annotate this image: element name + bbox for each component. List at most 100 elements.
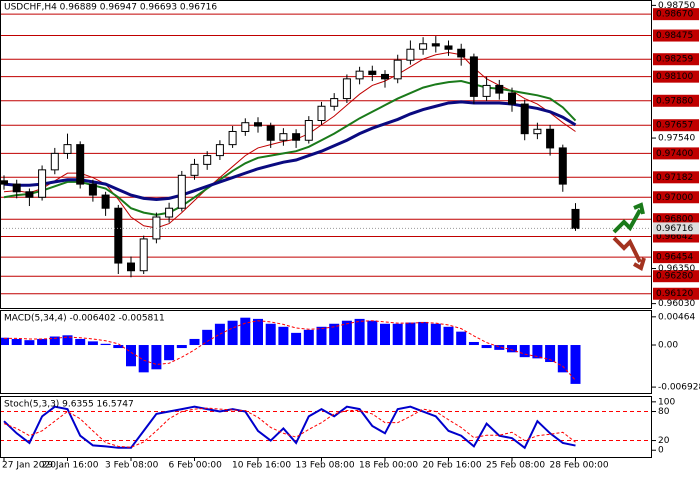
macd-panel xyxy=(0,310,652,394)
x-tick-label: 28 Feb 00:00 xyxy=(550,461,609,471)
level-label: 0.97880 xyxy=(656,96,693,106)
level-box xyxy=(653,147,699,160)
histogram-bar xyxy=(392,323,403,346)
histogram-bar xyxy=(227,320,238,346)
level-box xyxy=(653,171,699,184)
level-label: 0.98475 xyxy=(656,31,693,41)
histogram-bar xyxy=(202,329,213,346)
histogram-bar xyxy=(240,317,251,346)
level-box xyxy=(653,8,699,21)
candle-body xyxy=(508,92,516,105)
y-tick-label: 100 xyxy=(658,397,675,407)
signal-line xyxy=(3,407,576,448)
histogram-bar xyxy=(519,345,530,358)
candle-body xyxy=(571,208,580,229)
stoch-panel xyxy=(0,396,652,458)
histogram-bar xyxy=(253,318,263,346)
level-label: 0.96454 xyxy=(656,253,693,263)
moving-average xyxy=(3,80,577,216)
x-tick-label: 27 Jan 2020 xyxy=(2,461,56,471)
candle-body xyxy=(190,163,199,176)
level-box xyxy=(653,70,699,83)
histogram-bar xyxy=(24,340,35,346)
histogram-bar xyxy=(316,326,327,346)
histogram-bar xyxy=(291,332,302,346)
y-tick-label: 0.97540 xyxy=(658,134,695,144)
level-label: 0.97000 xyxy=(656,193,693,203)
current-price-box xyxy=(653,222,699,235)
y-tick-label: 20 xyxy=(658,436,670,446)
histogram-bar xyxy=(189,338,200,346)
candle-body xyxy=(76,144,85,185)
histogram-bar xyxy=(494,345,505,350)
level-label: 0.97657 xyxy=(656,121,693,131)
current-price-label: 0.96716 xyxy=(656,224,693,234)
level-label: 0.96120 xyxy=(656,289,693,299)
candle-body xyxy=(177,174,186,209)
histogram-bar xyxy=(126,345,136,367)
histogram-bar xyxy=(380,323,390,346)
level-box xyxy=(653,119,699,132)
y-tick-label: -0.006928 xyxy=(658,383,700,393)
candle-body xyxy=(292,133,301,141)
histogram-bar xyxy=(151,345,162,370)
histogram-bar xyxy=(481,345,492,349)
histogram-bar xyxy=(113,345,124,349)
macd-title: MACD(5,34,4) -0.006402 -0.005811 xyxy=(4,314,165,324)
level-box xyxy=(653,53,699,66)
histogram-bar xyxy=(176,345,187,349)
candle-body xyxy=(101,194,110,209)
histogram-bar xyxy=(0,337,9,346)
level-label: 0.98100 xyxy=(656,72,693,82)
candle-body xyxy=(368,70,377,75)
candle-body xyxy=(520,103,529,135)
x-tick-label: 25 Feb 08:00 xyxy=(486,461,545,471)
histogram-bar xyxy=(405,322,416,346)
stoch-title: Stoch(5,3,3) 9.6355 16.5747 xyxy=(4,400,134,410)
histogram-bar xyxy=(87,341,98,346)
candle-body xyxy=(114,207,123,264)
level-box xyxy=(653,213,699,226)
candle-body xyxy=(558,147,567,185)
level-box xyxy=(653,191,699,204)
histogram-bar xyxy=(265,323,276,346)
level-label: 0.97400 xyxy=(656,149,693,159)
candle-body xyxy=(63,144,72,154)
histogram-bar xyxy=(303,329,314,346)
candle-body xyxy=(406,48,415,61)
histogram-bar xyxy=(278,326,289,346)
candle-body xyxy=(330,98,339,107)
chart-title: USDCHF,H4 0.96889 0.96947 0.96693 0.9671… xyxy=(4,3,217,13)
level-label: 0.97182 xyxy=(656,173,693,183)
histogram-bar xyxy=(100,343,111,346)
histogram-bar xyxy=(570,345,581,384)
signal-line xyxy=(4,320,576,381)
candle-body xyxy=(546,128,555,149)
histogram-bar xyxy=(456,331,467,346)
histogram-bar xyxy=(354,318,365,346)
histogram-bar xyxy=(138,345,149,373)
candle-body xyxy=(0,180,8,185)
histogram-bar xyxy=(507,345,517,353)
histogram-bar xyxy=(49,336,60,346)
level-label: 0.96280 xyxy=(656,272,693,282)
y-tick-label: 0.00 xyxy=(658,341,678,351)
candle-body xyxy=(419,43,428,50)
candle-body xyxy=(127,262,135,272)
moving-average xyxy=(3,100,577,201)
candle-body xyxy=(215,144,224,157)
candle-body xyxy=(482,84,491,97)
candle-body xyxy=(444,45,453,50)
down-arrow xyxy=(612,236,646,271)
candle-body xyxy=(38,169,47,198)
candle-body xyxy=(254,122,262,127)
candle-body xyxy=(431,43,440,47)
candle-body xyxy=(495,84,504,94)
main-panel xyxy=(0,0,652,309)
level-label: 0.96642 xyxy=(656,232,693,242)
level-label: 0.98670 xyxy=(656,10,693,20)
candle-body xyxy=(317,105,326,122)
histogram-bar xyxy=(164,345,175,361)
candle-body xyxy=(203,155,212,165)
histogram-bar xyxy=(329,323,340,346)
